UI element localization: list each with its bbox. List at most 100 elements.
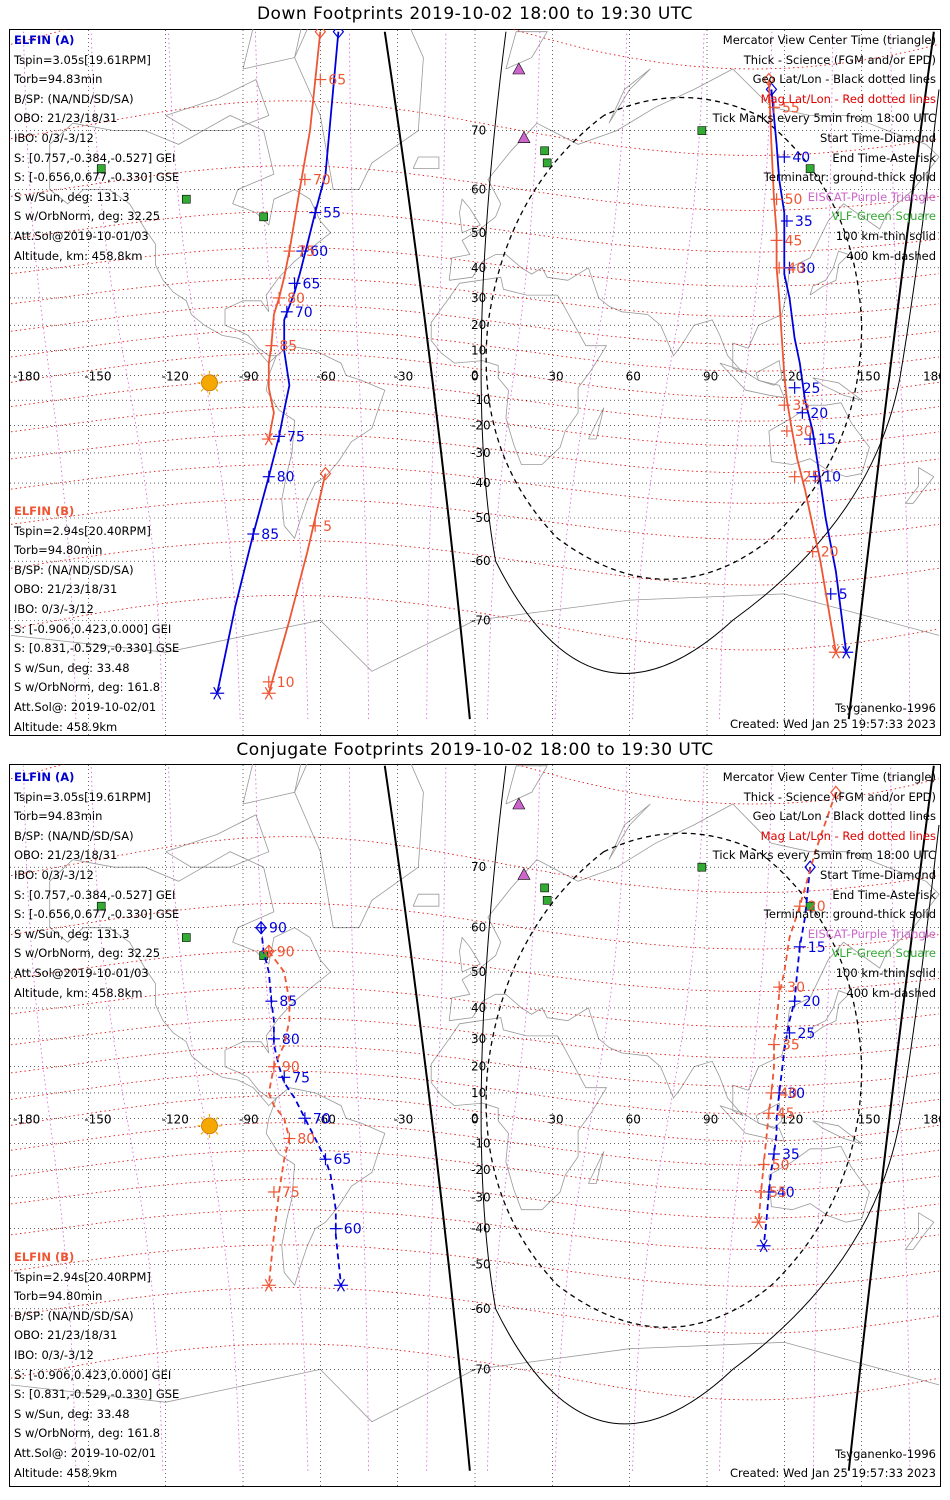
tick-label: 45 — [777, 1106, 795, 1122]
lon-label: -60 — [316, 1112, 336, 1126]
elfin-b-info-line: S w/OrbNorm, deg: 161.8 — [14, 680, 161, 695]
legend-line: Start Time-Diamond — [820, 867, 936, 882]
eiscat-triangle-icon — [512, 62, 526, 75]
bottom-panel-title: Conjugate Footprints 2019-10-02 18:00 to… — [236, 740, 714, 760]
elfin-b-title: ELFIN (B) — [14, 504, 75, 518]
elfin-b-info-line: IBO: 0/3/-3/12 — [14, 1347, 94, 1362]
elfin-a-info-line: S w/Sun, deg: 131.3 — [14, 189, 130, 204]
elfin-a-info-line: Tspin=3.05s[19.61RPM] — [14, 52, 151, 67]
tick-label: 85 — [279, 339, 297, 355]
elfin-a-info-line: Altitude, km: 458.8km — [14, 248, 143, 263]
tick-label: 80 — [277, 470, 295, 486]
lon-label: -90 — [239, 1112, 259, 1126]
tick-label: 50 — [785, 192, 803, 208]
top-elfin-b-info: ELFIN (B) Tspin=2.94s[20.40RPM] Torb=94.8… — [14, 502, 179, 737]
mag-parallel — [10, 594, 940, 651]
legend-line: End Time-Asterisk — [832, 887, 936, 902]
coastline — [809, 990, 850, 1037]
end-asterisk-icon — [264, 686, 273, 700]
elfin-b-info-line: B/SP: (NA/ND/SD/SA) — [14, 562, 134, 577]
lat-label: -60 — [471, 554, 491, 568]
coastline — [412, 156, 440, 169]
vlf-square-icon — [181, 194, 191, 204]
lon-label: -120 — [162, 1112, 189, 1126]
track-a-east: 15 20 25 30 35 40 — [756, 860, 826, 1253]
tick-label: 65 — [333, 1152, 351, 1168]
tick-label: 40 — [779, 1086, 797, 1102]
top-footer-credit: Tsyganenko-1996 — [835, 701, 936, 715]
elfin-b-info-line: S w/Sun, deg: 33.48 — [14, 660, 130, 675]
tick-label: 90 — [277, 944, 295, 960]
lat-label: 60 — [471, 183, 486, 197]
lon-label: -30 — [394, 369, 414, 383]
lon-label: 90 — [703, 369, 718, 383]
terminators — [383, 765, 940, 1471]
vlf-square-icon — [96, 901, 106, 911]
elfin-a-info-line: Torb=94.83min — [14, 809, 103, 824]
elfin-b-info-line: Tspin=2.94s[20.40RPM] — [14, 523, 151, 538]
lon-label: 120 — [780, 369, 803, 383]
legend-line: VLF-Green Square — [831, 946, 936, 961]
mag-meridian — [813, 31, 833, 720]
sun-ray — [215, 1131, 219, 1135]
track-a-west: 55 60 65 70 75 80 85 — [210, 24, 345, 700]
coastline — [755, 359, 783, 386]
terminator-line — [383, 765, 471, 1471]
coastline — [430, 276, 608, 465]
tick-label: 15 — [818, 432, 836, 448]
top-footer-created: Created: Wed Jan 25 19:57:33 2023 — [729, 717, 936, 731]
tick-label: 75 — [297, 244, 315, 260]
lat-label: 0 — [471, 1111, 479, 1125]
elfin-a-lines: Tspin=3.05s[19.61RPM] Torb=94.83min B/SP: … — [14, 51, 179, 267]
coastline — [588, 1151, 605, 1184]
mag-parallel — [10, 100, 940, 156]
elfin-a-info-line: S: [0.757,-0.384,-0.527] GEI — [14, 150, 176, 165]
vlf-square-icon — [542, 158, 552, 168]
bottom-map: -180 -150 -120 -90 -60 -30 0 30 60 90 120 150 180 70 6… — [9, 732, 946, 1487]
track-b-south: 5 10 — [261, 466, 332, 700]
elfin-b-info-line: S: [0.831,-0.529,-0.330] GSE — [14, 641, 180, 656]
lat-label: -70 — [471, 1362, 491, 1376]
top-map-frame: -180-150-120-90-60-300306090120150180706… — [9, 0, 946, 736]
lat-label: 10 — [471, 344, 486, 358]
elfin-a-info-line: Altitude, km: 458.8km — [14, 985, 143, 1000]
sun-disc — [201, 374, 218, 392]
coastline — [165, 814, 270, 868]
coastline — [430, 1017, 608, 1211]
elfin-a-info-line: S w/Sun, deg: 131.3 — [14, 926, 130, 941]
tick-label: 35 — [782, 1038, 800, 1054]
elfin-a-info-line: Tspin=3.05s[19.61RPM] — [14, 789, 151, 804]
track-b-south-line — [267, 473, 327, 694]
lat-label: 10 — [471, 1086, 486, 1100]
tick-label: 30 — [795, 424, 813, 440]
lat-label: -20 — [471, 419, 491, 433]
mag-meridians — [23, 31, 911, 720]
vlf-square-icon — [805, 901, 815, 911]
elfin-a-info-line: B/SP: (NA/ND/SD/SA) — [14, 828, 134, 843]
eiscat-triangle-icon — [512, 797, 526, 810]
coastline — [412, 893, 440, 907]
track-a-east-line — [770, 89, 848, 653]
lat-label: -30 — [471, 1191, 491, 1205]
coastline — [719, 362, 785, 399]
legend-line: Mercator View Center Time (triangle) — [722, 770, 936, 784]
lat-label: 60 — [471, 921, 486, 935]
elfin-a-info-line: OBO: 21/23/18/31 — [14, 848, 118, 863]
elfin-a-info-line: S w/OrbNorm, deg: 32.25 — [14, 209, 161, 224]
end-asterisk-icon — [264, 432, 273, 446]
legend-line: Start Time-Diamond — [820, 130, 936, 145]
lat-label: 30 — [471, 1032, 486, 1046]
coastline — [812, 1120, 862, 1145]
tick-label: 80 — [297, 1132, 315, 1148]
bottom-footer-created: Created: Wed Jan 25 19:57:33 2023 — [729, 1466, 936, 1480]
tick-label: 35 — [795, 214, 813, 230]
elfin-b-info-line: S: [-0.906,0.423,0.000] GEI — [14, 621, 172, 636]
coastline — [588, 407, 605, 440]
tick-label: 5 — [323, 519, 332, 535]
tick-label: 30 — [787, 1086, 805, 1102]
lon-label: 120 — [780, 1112, 803, 1126]
legend-line: 100 km-thin solid — [835, 965, 936, 980]
mag-meridian — [426, 31, 447, 720]
